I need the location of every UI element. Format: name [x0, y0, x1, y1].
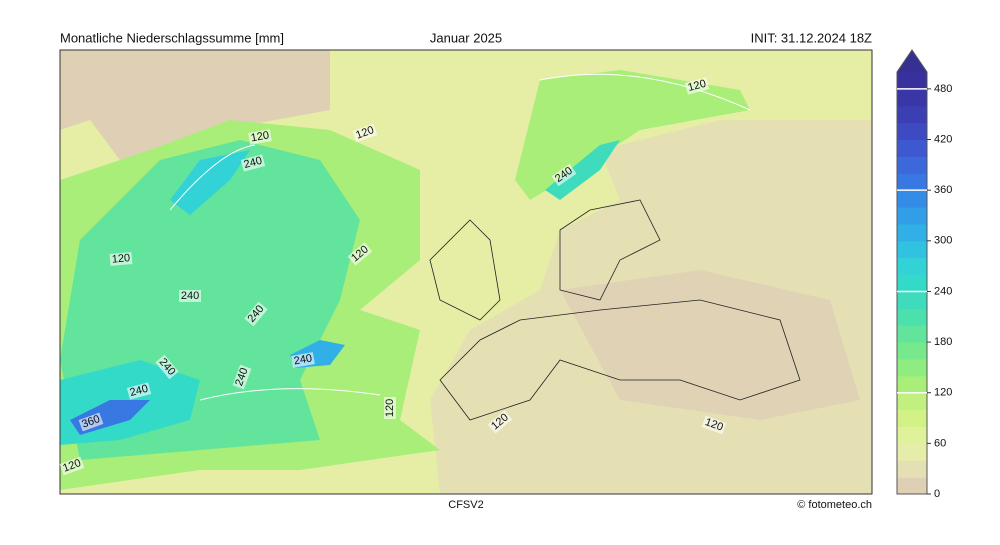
contour-label-bg	[126, 382, 152, 400]
colorbar-band	[897, 291, 927, 309]
contour-label: 240	[179, 290, 201, 302]
colorbar-band	[897, 477, 927, 495]
colorbar-tick-label: 480	[934, 83, 952, 95]
colorbar-tick-label: 240	[934, 285, 952, 297]
colorbar-band	[897, 342, 927, 360]
colorbar-tick-label: 360	[934, 184, 952, 196]
contour	[539, 73, 751, 111]
contour-label-bg	[59, 456, 85, 476]
norway-coast-wet	[545, 140, 620, 200]
contour-label-text: 120	[354, 124, 375, 142]
contour-label: 120	[384, 397, 396, 419]
colorbar-band	[897, 392, 927, 411]
contour-label-text: 120	[687, 78, 708, 94]
contour-label-bg	[291, 352, 315, 368]
contour-label-text: 240	[293, 352, 313, 367]
contour-label: 240	[232, 364, 252, 390]
contour-label-bg	[232, 364, 252, 390]
contour-label-bg	[240, 154, 266, 172]
colorbar-band	[897, 139, 927, 157]
colorbar-band	[897, 72, 927, 90]
contour-label-text: 240	[243, 155, 264, 171]
colorbar-band	[897, 88, 927, 107]
colorbar-band	[897, 358, 927, 377]
contour-label-bg	[684, 77, 710, 95]
colorbar-band	[897, 426, 927, 444]
contour-label-text: 120	[111, 252, 130, 266]
coastline	[429, 199, 801, 421]
period: Januar 2025	[430, 30, 502, 45]
colorbar-band	[897, 207, 927, 225]
contour-label-bg	[352, 123, 378, 143]
contour-label-text: 240	[181, 290, 199, 302]
contour-label: 120	[59, 456, 85, 476]
contour-label: 120	[109, 252, 133, 266]
map-title: Monatliche Niederschlagssumme [mm]	[60, 30, 284, 45]
colorbar-band	[897, 122, 927, 141]
colorbar-tick-label: 0	[934, 488, 940, 500]
contour-label: 120	[701, 415, 727, 435]
colorbar-extend	[897, 50, 927, 72]
colorbar-band	[897, 156, 927, 174]
contour-label: 240	[240, 154, 266, 172]
contour-label-bg	[487, 410, 513, 434]
contour-label-text: 120	[703, 416, 724, 434]
contour-label-bg	[384, 397, 396, 419]
map	[60, 50, 872, 494]
contour-label-text: 120	[384, 399, 396, 417]
contour-label-bg	[347, 242, 373, 266]
contour-label-bg	[701, 415, 727, 435]
colorbar-tick-label: 420	[934, 133, 952, 145]
colorbar-band	[897, 409, 927, 427]
contour-label: 120	[248, 129, 272, 145]
contour-label-bg	[551, 163, 577, 187]
map-frame	[59, 49, 873, 495]
colorbar-band	[897, 460, 927, 478]
contour-label-bg	[78, 412, 104, 432]
contour-label-text: 360	[80, 413, 101, 431]
contour	[169, 144, 256, 211]
colorbar-band	[897, 190, 927, 208]
contour-label: 240	[291, 352, 315, 368]
contour-label-bg	[109, 252, 133, 266]
colorbar-band	[897, 274, 927, 292]
europe-driest	[560, 270, 860, 420]
contour-label-text: 240	[129, 383, 150, 399]
colorbar-band	[897, 173, 927, 191]
contour-label: 120	[684, 77, 710, 95]
colorbar-band	[897, 240, 927, 259]
contour-label-text: 120	[61, 457, 82, 475]
contour-label-bg	[155, 354, 179, 380]
contour-label: 360	[78, 412, 104, 432]
colorbar-band	[897, 308, 927, 326]
greenland-coast-wet	[170, 150, 250, 215]
colorbar-outline	[896, 49, 928, 495]
credit: © fotometeo.ch	[797, 499, 872, 511]
colorbar-band	[897, 105, 927, 124]
colorbar-band	[897, 223, 927, 242]
colorbar-band	[897, 257, 927, 276]
contour	[199, 388, 381, 401]
colorbar-tick-label: 300	[934, 235, 952, 247]
contour-label: 240	[126, 382, 152, 400]
model: CFSV2	[448, 499, 483, 511]
greenland	[60, 50, 330, 180]
colorbar-tick-label: 180	[934, 336, 952, 348]
colorbar-band	[897, 375, 927, 394]
contour-label-text: 120	[250, 129, 270, 144]
colorbar-tick-label: 60	[934, 437, 946, 449]
colorbar-band	[897, 443, 927, 461]
contour-label-text: 240	[233, 366, 251, 387]
contour-label: 120	[352, 123, 378, 143]
colorbar-band	[897, 325, 927, 343]
contour-label-bg	[244, 301, 268, 327]
contour-label-bg	[248, 129, 272, 145]
contour-label-bg	[179, 290, 201, 302]
init-time: INIT: 31.12.2024 18Z	[751, 30, 872, 45]
colorbar-tick-label: 120	[934, 387, 952, 399]
